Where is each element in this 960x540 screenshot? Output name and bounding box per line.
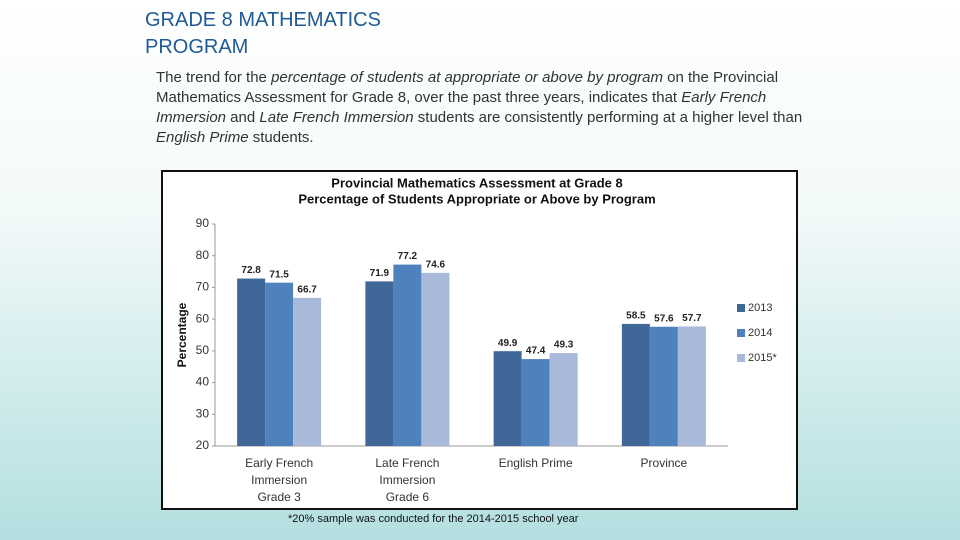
slide-title: GRADE 8 MATHEMATICS PROGRAM <box>145 7 381 61</box>
data-label: 77.2 <box>398 251 418 262</box>
bar <box>393 264 422 446</box>
bar <box>265 282 294 446</box>
footnote: *20% sample was conducted for the 2014-2… <box>288 513 579 525</box>
x-tick-label: Immersion <box>251 473 307 487</box>
body-segment: Late French Immersion <box>259 109 414 126</box>
body-text: The trend for the percentage of students… <box>156 68 828 148</box>
y-tick-label: 70 <box>196 280 210 294</box>
data-label: 71.9 <box>370 268 390 279</box>
body-segment: The trend for the <box>156 69 272 86</box>
body-segment: Early French Immersion <box>156 89 767 126</box>
y-tick-label: 60 <box>196 311 210 325</box>
bar <box>521 359 550 446</box>
y-tick-label: 90 <box>196 216 210 230</box>
y-tick-label: 50 <box>196 343 210 357</box>
chart-title: Percentage of Students Appropriate or Ab… <box>298 191 655 206</box>
title-line: PROGRAM <box>145 36 249 58</box>
bar <box>365 281 394 446</box>
x-tick-label: Province <box>641 456 688 470</box>
body-segment: students. <box>248 129 314 146</box>
bar <box>677 326 706 446</box>
body-segment: English Prime <box>156 129 249 146</box>
bar <box>549 353 578 446</box>
legend-label: 2015* <box>748 352 777 364</box>
data-label: 57.7 <box>682 313 702 324</box>
data-label: 49.9 <box>498 338 518 349</box>
legend-label: 2014 <box>748 327 772 339</box>
data-label: 74.6 <box>426 259 446 270</box>
x-tick-label: Grade 6 <box>386 490 430 504</box>
x-tick-label: Grade 3 <box>257 490 301 504</box>
x-tick-label: Late French <box>375 456 439 470</box>
bar <box>293 297 322 446</box>
y-tick-label: 20 <box>196 438 210 452</box>
legend-label: 2013 <box>748 302 772 314</box>
data-label: 47.4 <box>526 346 546 357</box>
bar <box>237 278 266 446</box>
bar <box>493 351 522 446</box>
y-tick-label: 30 <box>196 406 210 420</box>
bar <box>421 272 450 446</box>
x-tick-label: English Prime <box>499 456 573 470</box>
body-segment: on the Provincial Mathematics Assessment… <box>156 69 779 106</box>
bar <box>621 323 650 446</box>
body-segment: students are consistently performing at … <box>413 109 803 126</box>
chart-title: Provincial Mathematics Assessment at Gra… <box>331 175 622 190</box>
title-line: GRADE 8 MATHEMATICS <box>145 9 381 31</box>
legend-swatch <box>737 304 745 312</box>
legend-swatch <box>737 354 745 362</box>
body-segment: and <box>226 109 260 126</box>
data-label: 57.6 <box>654 313 674 324</box>
legend-swatch <box>737 329 745 337</box>
y-axis-label: Percentage <box>175 302 189 367</box>
data-label: 49.3 <box>554 340 574 351</box>
x-tick-label: Early French <box>245 456 313 470</box>
data-label: 58.5 <box>626 311 646 322</box>
bar <box>649 326 678 446</box>
data-label: 72.8 <box>241 265 261 276</box>
data-label: 66.7 <box>297 285 317 296</box>
y-tick-label: 40 <box>196 375 210 389</box>
body-segment: percentage of students at appropriate or… <box>271 69 663 86</box>
x-tick-label: Immersion <box>379 473 435 487</box>
y-tick-label: 80 <box>196 248 210 262</box>
data-label: 71.5 <box>269 269 289 280</box>
